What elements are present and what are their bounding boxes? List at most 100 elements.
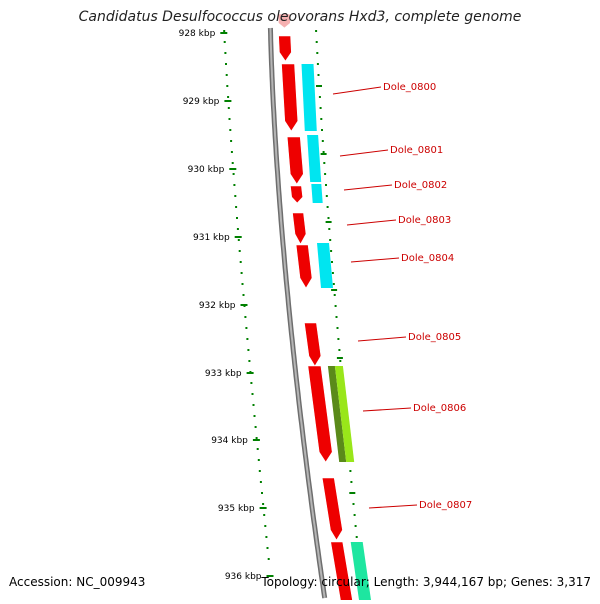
outer-dot	[330, 250, 333, 252]
inner-dot	[248, 360, 251, 362]
gene-block	[317, 243, 333, 288]
gene-block	[327, 366, 347, 462]
inner-dot	[250, 382, 253, 384]
gene-leader-line	[339, 149, 389, 157]
gene-arrow	[295, 244, 313, 289]
inner-dot	[227, 96, 230, 98]
backbone-highlight	[269, 27, 326, 599]
gene-leader-line	[343, 184, 393, 191]
outer-dot	[349, 470, 352, 472]
outer-tick	[336, 357, 343, 359]
inner-dot	[236, 217, 238, 219]
gene-label: Dole_0803	[398, 215, 451, 226]
inner-dot	[258, 470, 261, 472]
inner-dot	[236, 228, 239, 230]
gene-leader-line	[368, 504, 418, 509]
inner-dot	[245, 327, 248, 329]
gene-leader-line	[350, 257, 400, 263]
inner-dot	[239, 261, 242, 263]
inner-dot	[240, 272, 243, 274]
outer-dot	[325, 184, 327, 186]
inner-dot	[242, 294, 245, 296]
gene-label: Dole_0800	[383, 82, 436, 93]
inner-dot	[257, 459, 260, 461]
inner-dot	[262, 503, 265, 505]
gene-label: Dole_0805	[408, 332, 461, 343]
outer-dot	[320, 118, 323, 120]
kbp-label: 929 kbp	[183, 97, 220, 107]
gene-arrow	[292, 212, 307, 245]
outer-tick	[325, 221, 332, 223]
kbp-label: 930 kbp	[188, 165, 225, 175]
gene-arrow	[290, 185, 304, 204]
inner-dot	[255, 437, 258, 439]
inner-dot	[231, 162, 234, 164]
inner-dot	[230, 151, 233, 153]
gene-leader-line	[346, 219, 397, 226]
outer-dot	[321, 140, 324, 142]
gene-arrow	[307, 365, 333, 463]
accession-text: Accession: NC_009943	[9, 575, 146, 589]
kbp-tick	[234, 236, 242, 238]
outer-dot	[319, 107, 322, 109]
outer-dot	[318, 96, 321, 98]
inner-dot	[247, 349, 250, 351]
inner-dot	[244, 316, 247, 318]
gene-arrow	[304, 322, 322, 367]
kbp-tick	[224, 100, 232, 102]
inner-dot	[263, 514, 266, 516]
gene-arrow	[286, 136, 304, 185]
outer-dot	[317, 74, 320, 76]
outer-dot	[354, 525, 357, 527]
gene-arrow	[277, 13, 291, 29]
kbp-tick	[246, 372, 254, 374]
inner-dot	[232, 173, 235, 175]
inner-dot	[259, 481, 262, 483]
inner-dot	[246, 338, 249, 340]
gene-arrow	[321, 477, 343, 541]
outer-dot	[333, 294, 336, 296]
inner-dot	[223, 41, 226, 43]
gene-leader-line	[332, 86, 382, 95]
inner-dot	[225, 74, 228, 76]
gene-block	[334, 366, 355, 462]
inner-dot	[237, 239, 240, 241]
kbp-label: 934 kbp	[211, 436, 248, 446]
outer-dot	[331, 261, 333, 263]
inner-dot	[256, 448, 259, 450]
outer-dot	[352, 503, 355, 505]
gene-label: Dole_0806	[413, 403, 466, 414]
gene-arrow	[330, 541, 354, 604]
inner-dot	[251, 393, 254, 395]
inner-dot	[266, 547, 269, 549]
outer-dot	[353, 514, 356, 516]
outer-tick	[320, 153, 327, 155]
inner-dot	[238, 250, 241, 252]
outer-tick	[331, 289, 338, 291]
gene-label: Dole_0807	[419, 500, 472, 511]
outer-dot	[328, 228, 331, 230]
outer-dot	[327, 217, 330, 219]
outer-dot	[315, 30, 318, 32]
gene-leader-line	[362, 407, 412, 412]
outer-dot	[316, 52, 319, 54]
inner-dot	[253, 415, 256, 417]
outer-dot	[335, 316, 338, 318]
kbp-tick	[252, 439, 260, 441]
inner-dot	[225, 63, 227, 65]
kbp-label: 936 kbp	[225, 572, 262, 582]
inner-dot	[252, 404, 255, 406]
outer-dot	[355, 536, 358, 538]
kbp-label: 931 kbp	[193, 233, 230, 243]
inner-dot	[264, 525, 267, 527]
outer-dot	[326, 206, 329, 208]
gene-label: Dole_0802	[394, 180, 447, 191]
inner-dot	[267, 558, 270, 560]
gene-block	[301, 64, 317, 131]
gene-block	[350, 542, 371, 600]
outer-dot	[350, 481, 353, 483]
kbp-tick	[259, 507, 267, 509]
kbp-label: 932 kbp	[199, 301, 236, 311]
